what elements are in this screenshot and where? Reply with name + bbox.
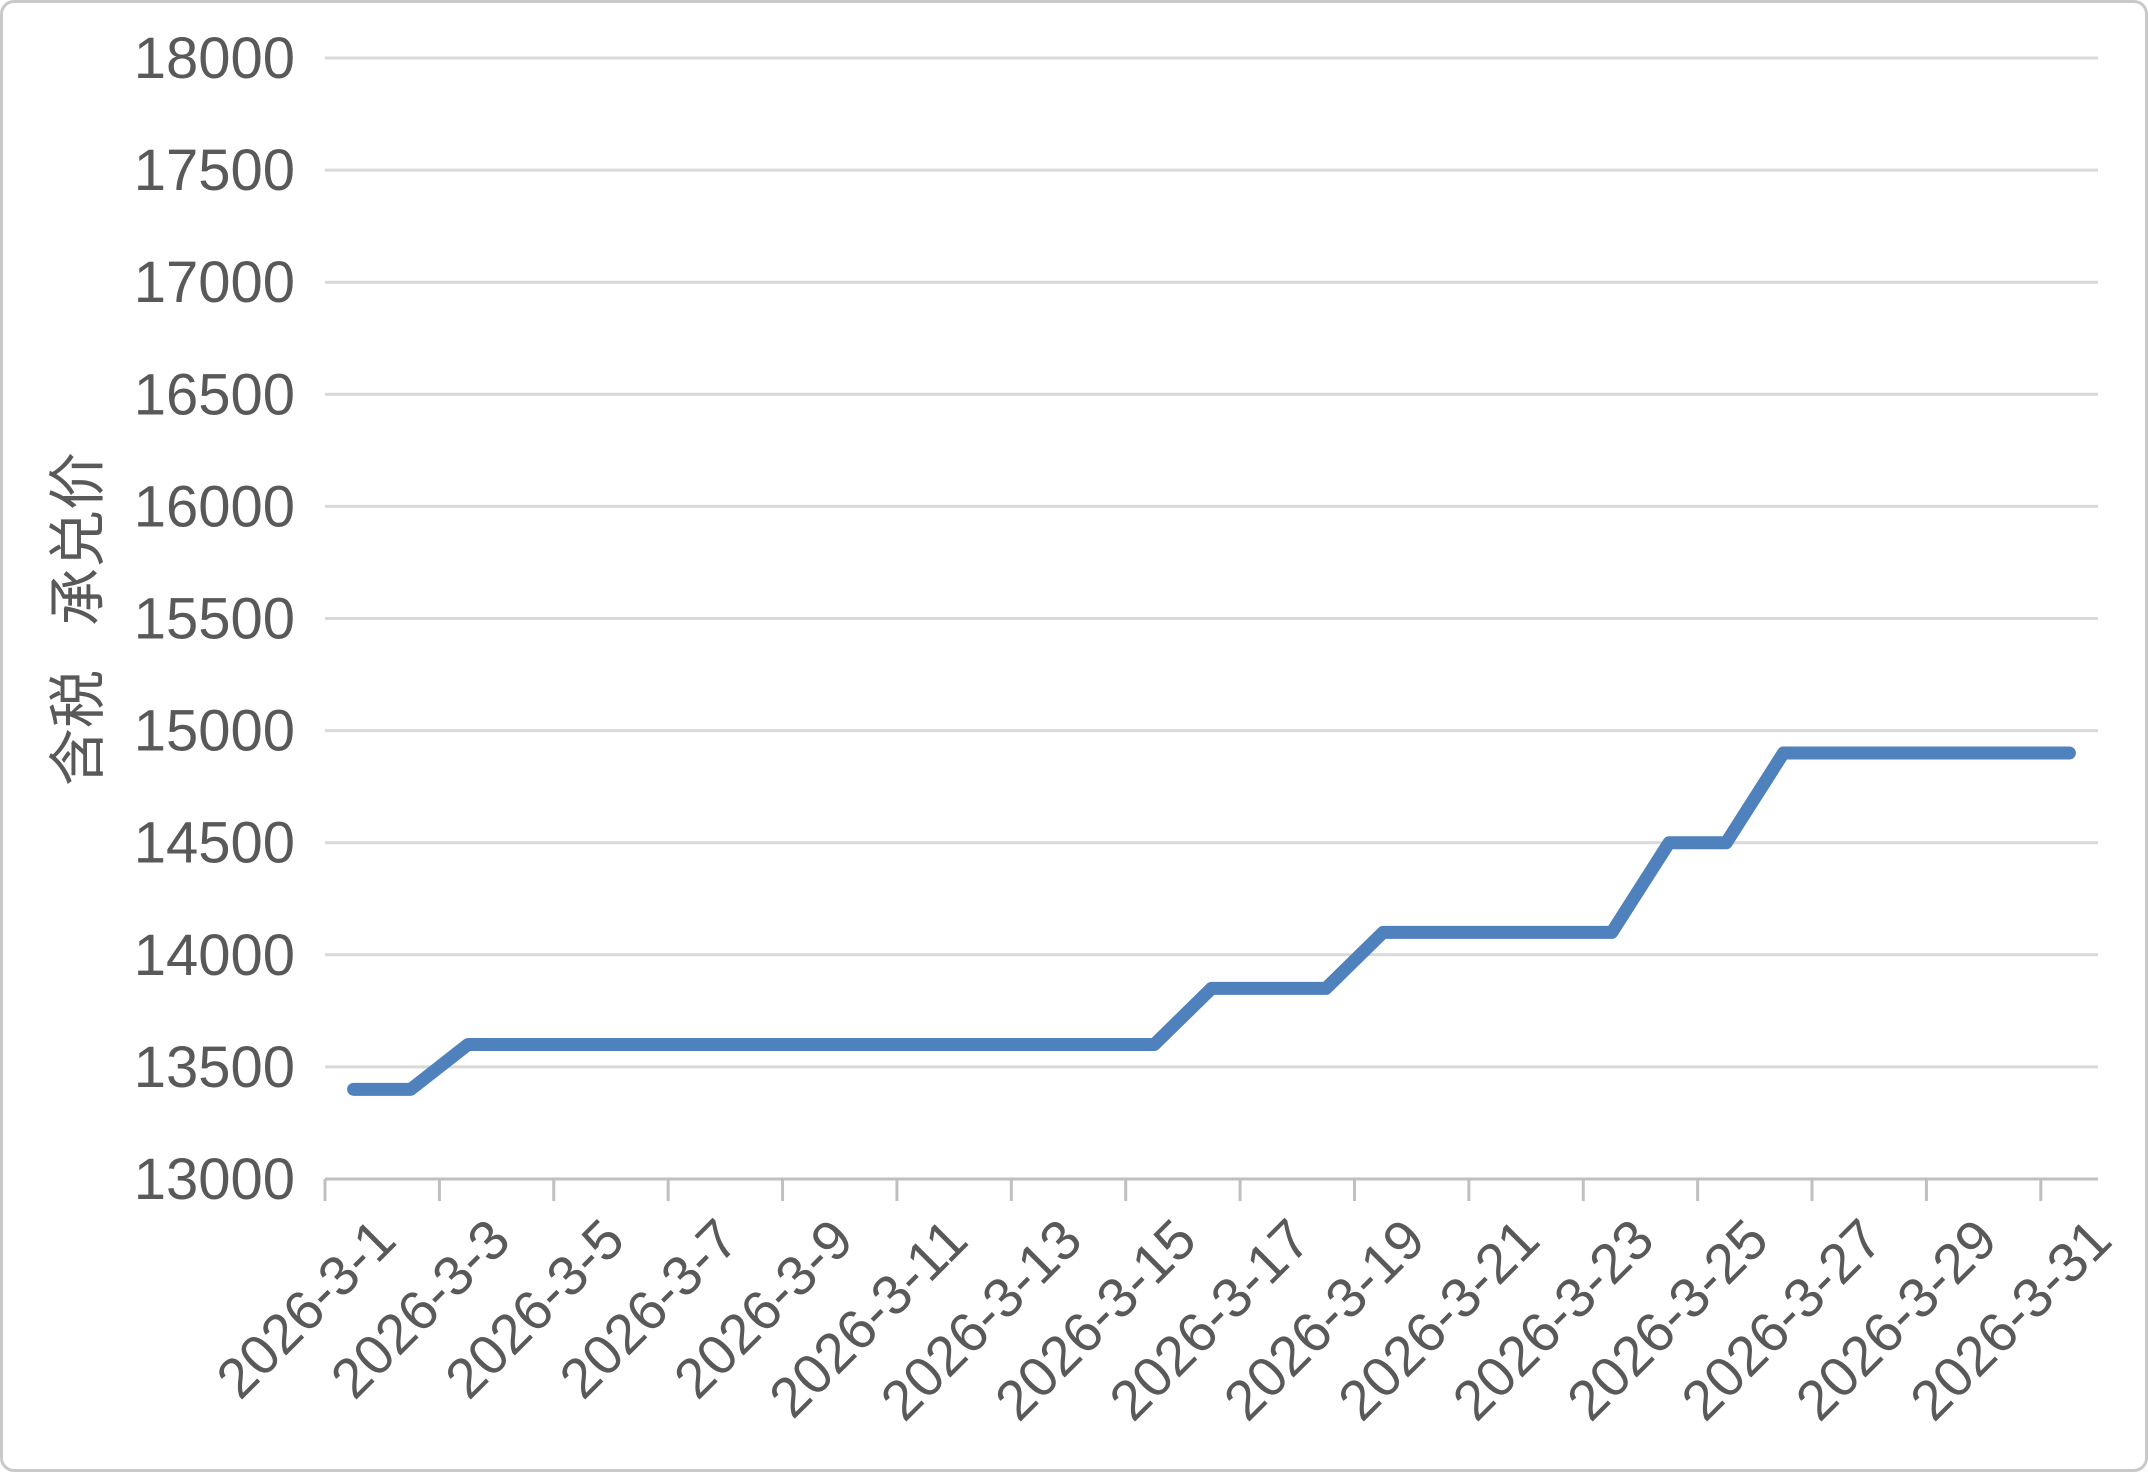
gridlines (325, 56, 2098, 1069)
y-tick-label: 16000 (134, 474, 295, 539)
y-tick-label: 13500 (134, 1035, 295, 1100)
y-axis-tick-labels: 13000 13500 14000 14500 15000 15500 16000 16500… (134, 26, 295, 1212)
x-axis-tick-marks (323, 1179, 2043, 1201)
price-series-line (347, 746, 2076, 1096)
y-axis-title: 含税 承兑价 (46, 452, 111, 786)
line-chart: 13000 13500 14000 14500 15000 15500 16000 16500… (46, 26, 2123, 1432)
y-tick-label: 15500 (134, 587, 295, 652)
y-tick-label: 18000 (134, 26, 295, 91)
y-tick-label: 14000 (134, 923, 295, 988)
y-tick-label: 15000 (134, 699, 295, 764)
y-tick-label: 17500 (134, 138, 295, 203)
y-tick-label: 13000 (134, 1147, 295, 1212)
y-tick-label: 14500 (134, 811, 295, 876)
x-axis-tick-labels: 2026-3-12026-3-32026-3-52026-3-72026-3-9… (204, 1207, 2123, 1432)
y-tick-label: 17000 (134, 250, 295, 315)
y-tick-label: 16500 (134, 362, 295, 427)
